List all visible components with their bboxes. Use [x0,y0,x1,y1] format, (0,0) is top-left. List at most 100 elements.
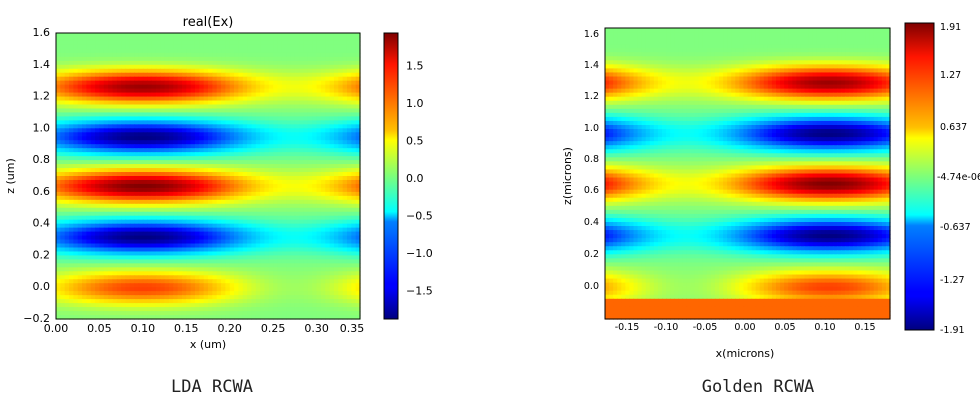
heatmap-cell [103,48,109,54]
heatmap-cell [208,287,213,292]
heatmap-cell [212,104,218,110]
heatmap-cell [147,267,153,272]
heatmap-cell [147,279,153,284]
heatmap-cell [160,172,166,177]
heatmap-cell [229,84,235,90]
heatmap-cell [116,183,122,189]
heatmap-cell [60,215,66,221]
heatmap-cell [325,128,331,133]
heatmap-cell [99,36,105,42]
heatmap-cell [286,303,292,308]
heatmap-cell [229,136,235,141]
heatmap-cell [125,315,131,320]
heatmap-cell [346,164,352,169]
heatmap-cell [194,160,200,165]
heatmap-cell [86,136,92,141]
heatmap-cell [190,235,196,241]
heatmap-cell [95,80,101,86]
heatmap-cell [90,40,96,46]
heatmap-cell [160,144,166,149]
heatmap-cell [138,231,144,237]
heatmap-cell [320,112,326,118]
heatmap-cell [333,36,339,42]
heatmap-cell [333,223,339,229]
heatmap-cell [247,104,253,110]
heatmap-cell [333,179,339,185]
heatmap-cell [264,176,270,181]
heatmap-cell [90,223,96,229]
heatmap-cell [234,195,239,201]
heatmap-cell [273,203,279,209]
heatmap-cell [208,183,213,189]
heatmap-cell [338,255,344,261]
heatmap-cell [129,72,135,78]
heatmap-cell [221,152,226,157]
heatmap-cell [86,64,92,70]
heatmap-cell [181,160,187,165]
heatmap-cell [177,136,183,141]
heatmap-cell [177,231,183,237]
heatmap-cell [186,84,192,90]
heatmap-cell [255,40,261,46]
heatmap-cell [108,259,114,264]
heatmap-cell [255,211,261,217]
heatmap-cell [151,136,157,141]
heatmap-cell [277,191,283,197]
heatmap-cell [125,243,131,249]
heatmap-cell [142,112,148,118]
heatmap-cell [277,247,283,253]
heatmap-cell [60,179,66,185]
heatmap-cell [351,88,357,94]
heatmap-cell [77,100,83,106]
heatmap-cell [242,72,248,78]
heatmap-cell [155,279,161,284]
heatmap-cell [316,112,322,118]
heatmap-cell [69,40,74,46]
heatmap-cell [320,148,326,153]
heatmap-cell [60,80,66,86]
heatmap-cell [108,132,114,137]
heatmap-cell [294,223,300,229]
heatmap-cell [177,267,183,272]
heatmap-cell [320,267,326,272]
heatmap-cell [277,100,283,106]
heatmap-cell [186,64,192,70]
heatmap-cell [251,44,257,50]
heatmap-cell [229,311,235,316]
heatmap-cell [238,132,244,137]
heatmap-cell [121,299,127,304]
heatmap-cell [312,156,318,161]
heatmap-cell [103,295,109,300]
heatmap-cell [160,72,166,78]
heatmap-cell [177,307,183,312]
heatmap-cell [151,227,157,233]
heatmap-cell [164,247,170,253]
heatmap-cell [238,263,244,268]
heatmap-cell [181,144,187,149]
heatmap-cell [255,136,261,141]
heatmap-cell [64,207,70,213]
heatmap-cell [351,215,357,221]
heatmap-cell [307,160,313,165]
heatmap-cell [277,112,283,118]
heatmap-cell [194,80,200,86]
heatmap-cell [229,179,235,185]
heatmap-cell [242,183,248,189]
heatmap-cell [346,311,352,316]
heatmap-cell [60,211,66,217]
heatmap-cell [155,144,161,149]
heatmap-cell [99,120,105,125]
heatmap-cell [229,183,235,189]
heatmap-cell [221,267,226,272]
heatmap-cell [325,152,331,157]
heatmap-cell [329,132,335,137]
heatmap-cell [69,279,74,284]
heatmap-cell [281,183,287,189]
heatmap-cell [238,96,244,102]
heatmap-cell [225,179,231,185]
heatmap-cell [116,311,122,316]
heatmap-cell [164,132,170,137]
heatmap-cell [151,132,157,137]
heatmap-cell [260,275,266,280]
heatmap-cell [225,287,231,292]
